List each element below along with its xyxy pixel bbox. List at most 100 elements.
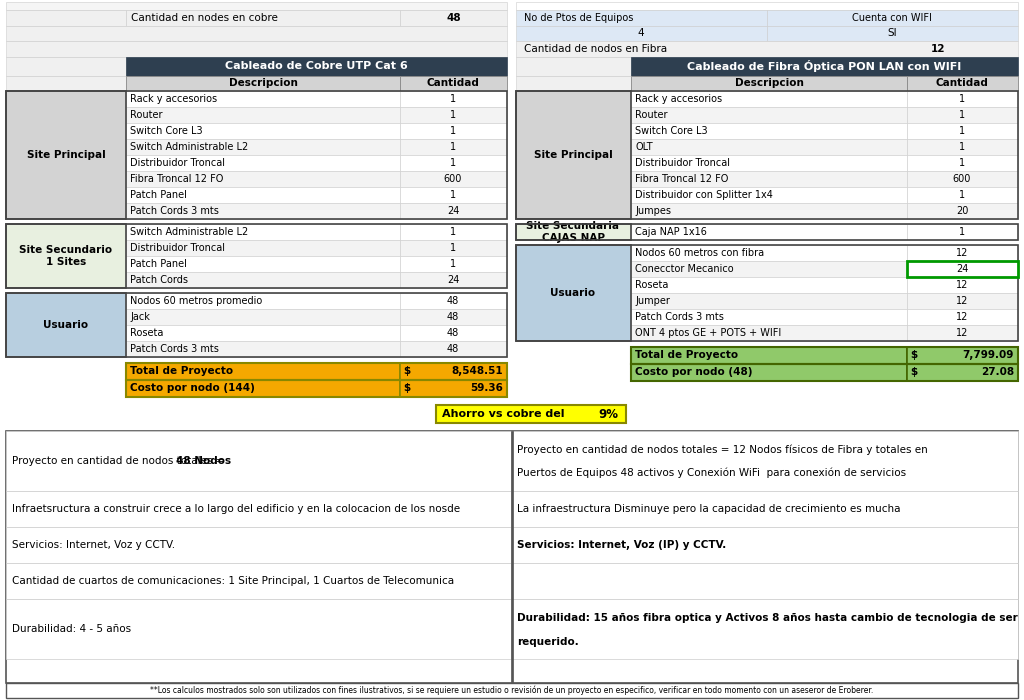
Text: 12: 12 — [955, 248, 968, 258]
Text: Cantidad: Cantidad — [427, 78, 479, 88]
Text: 1: 1 — [958, 158, 965, 168]
Bar — [907, 277, 1018, 293]
Text: 1: 1 — [450, 126, 456, 136]
Text: Fibra Troncal 12 FO: Fibra Troncal 12 FO — [130, 174, 223, 184]
Text: Durabilidad: 15 años fibra optica y Activos 8 años hasta cambio de tecnologia de: Durabilidad: 15 años fibra optica y Acti… — [517, 613, 1018, 623]
Text: 1: 1 — [958, 94, 965, 104]
Text: Usuario: Usuario — [551, 288, 596, 298]
Text: 48: 48 — [446, 13, 461, 23]
Text: 1: 1 — [450, 94, 456, 104]
Text: $: $ — [403, 366, 411, 376]
Bar — [631, 364, 1018, 381]
Bar — [511, 431, 512, 683]
Text: 1: 1 — [958, 110, 965, 120]
Text: 1: 1 — [958, 126, 965, 136]
Bar — [126, 240, 400, 256]
Text: 4: 4 — [638, 29, 644, 38]
Text: $: $ — [910, 350, 918, 360]
Bar — [400, 10, 507, 26]
Text: Total de Proyecto: Total de Proyecto — [635, 350, 738, 360]
Text: Patch Panel: Patch Panel — [130, 259, 186, 269]
Bar — [400, 107, 507, 123]
Text: Jack: Jack — [130, 312, 150, 322]
Bar — [907, 293, 1018, 309]
Text: Distribuidor Troncal: Distribuidor Troncal — [130, 243, 225, 253]
Bar — [400, 171, 507, 187]
Text: 1: 1 — [450, 227, 456, 237]
Bar — [6, 527, 511, 563]
Bar — [631, 76, 907, 91]
Bar — [516, 2, 1018, 10]
Text: 1: 1 — [958, 142, 965, 152]
Bar — [631, 203, 907, 219]
Bar — [6, 563, 511, 599]
Text: Switch Administrable L2: Switch Administrable L2 — [130, 227, 248, 237]
Bar — [631, 347, 907, 364]
Bar — [126, 107, 400, 123]
Text: Fibra Troncal 12 FO: Fibra Troncal 12 FO — [635, 174, 728, 184]
Text: 8,548.51: 8,548.51 — [452, 366, 503, 376]
Bar — [907, 245, 1018, 261]
Bar — [516, 26, 767, 41]
Text: 48: 48 — [446, 312, 459, 322]
Bar — [516, 76, 631, 91]
Bar — [126, 171, 400, 187]
Bar — [126, 293, 400, 309]
Bar — [907, 139, 1018, 155]
Bar — [6, 599, 511, 659]
Bar — [511, 527, 1018, 563]
Bar — [400, 325, 507, 341]
Bar — [6, 10, 126, 26]
Text: 12: 12 — [955, 280, 968, 290]
Text: Roseta: Roseta — [635, 280, 669, 290]
Bar — [907, 261, 1018, 277]
Text: Descripcion: Descripcion — [228, 78, 297, 88]
Bar — [400, 139, 507, 155]
Text: 12: 12 — [955, 296, 968, 306]
Text: Cantidad en nodes en cobre: Cantidad en nodes en cobre — [131, 13, 278, 23]
Bar — [631, 347, 1018, 364]
Bar — [6, 91, 126, 219]
Text: 24: 24 — [955, 264, 968, 274]
Bar — [400, 123, 507, 139]
Text: 48 Nodos: 48 Nodos — [176, 456, 231, 466]
Text: 600: 600 — [952, 174, 971, 184]
Bar — [907, 224, 1018, 240]
Bar — [6, 224, 507, 288]
Bar — [767, 26, 1018, 41]
Text: Nodos 60 metros promedio: Nodos 60 metros promedio — [130, 296, 262, 306]
Text: La infraestructura Disminuye pero la capacidad de crecimiento es mucha: La infraestructura Disminuye pero la cap… — [517, 504, 900, 514]
Text: Proyecto en cantidad de nodos totales =: Proyecto en cantidad de nodos totales = — [12, 456, 227, 466]
Text: Cantidad: Cantidad — [936, 78, 988, 88]
Bar — [400, 380, 507, 397]
Bar — [516, 245, 631, 341]
Text: Cableado de Fibra Óptica PON LAN con WIFI: Cableado de Fibra Óptica PON LAN con WIF… — [687, 60, 962, 72]
Bar — [126, 203, 400, 219]
Bar — [907, 171, 1018, 187]
Bar — [400, 155, 507, 171]
Bar — [516, 41, 1018, 57]
Bar — [631, 261, 907, 277]
Text: 1: 1 — [450, 243, 456, 253]
Bar — [6, 41, 507, 57]
Bar — [6, 491, 511, 527]
Text: Proyecto en cantidad de nodos totales = 12 Nodos físicos de Fibra y totales en: Proyecto en cantidad de nodos totales = … — [517, 445, 928, 456]
Text: 1: 1 — [450, 110, 456, 120]
Bar — [126, 57, 507, 76]
Bar — [907, 91, 1018, 107]
Bar — [6, 293, 126, 357]
Text: 12: 12 — [931, 44, 945, 54]
Bar — [126, 380, 400, 397]
Text: 27.08: 27.08 — [981, 367, 1014, 377]
Bar — [907, 364, 1018, 381]
Bar — [516, 57, 631, 76]
Text: Usuario: Usuario — [43, 320, 88, 330]
Text: 1: 1 — [958, 190, 965, 200]
Bar — [126, 76, 400, 91]
Text: Router: Router — [635, 110, 668, 120]
Text: Roseta: Roseta — [130, 328, 164, 338]
Bar — [907, 76, 1018, 91]
Bar — [400, 309, 507, 325]
Bar — [400, 91, 507, 107]
Bar — [516, 224, 1018, 240]
